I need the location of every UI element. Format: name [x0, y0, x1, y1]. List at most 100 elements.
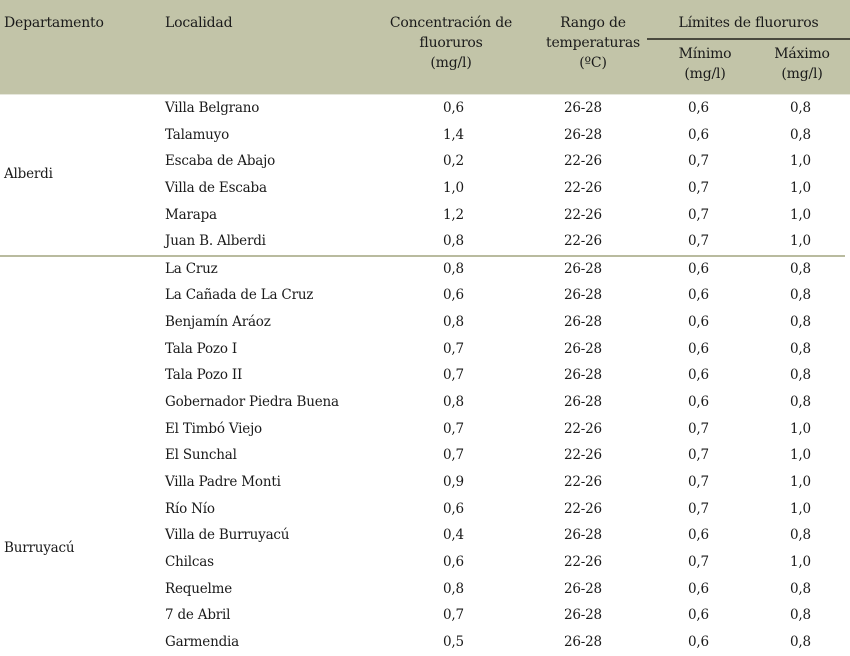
- header-group-underline: [647, 38, 850, 40]
- cell-minimo: 0,6: [688, 607, 709, 623]
- cell-temperatura: 26-28: [564, 634, 602, 650]
- header-rango-temperaturas: Rango de temperaturas (ºC): [546, 15, 640, 71]
- cell-minimo: 0,6: [688, 100, 709, 116]
- header-localidad: Localidad: [165, 15, 233, 31]
- cell-localidad: Villa de Burruyacú: [165, 527, 290, 543]
- cell-minimo: 0,6: [688, 634, 709, 650]
- cell-maximo: 1,0: [790, 180, 811, 196]
- cell-minimo: 0,7: [688, 447, 709, 463]
- table-row: Chilcas 0,6 22-26 0,7 1,0: [0, 549, 850, 576]
- cell-maximo: 0,8: [790, 341, 811, 357]
- cell-maximo: 1,0: [790, 153, 811, 169]
- cell-localidad: Requelme: [165, 581, 232, 597]
- cell-localidad: La Cruz: [165, 261, 218, 277]
- table-row: El Sunchal 0,7 22-26 0,7 1,0: [0, 442, 850, 469]
- cell-concentracion: 1,4: [443, 127, 464, 143]
- header-limites-fluoruros: Límites de fluoruros: [678, 15, 819, 31]
- cell-temperatura: 26-28: [564, 314, 602, 330]
- header-maximo: Máximo (mg/l): [774, 46, 830, 82]
- header-concentracion: Concentración de fluoruros (mg/l): [389, 15, 513, 71]
- cell-maximo: 1,0: [790, 474, 811, 490]
- table-row: Villa de Escaba 1,0 22-26 0,7 1,0: [0, 175, 850, 202]
- cell-concentracion: 0,2: [443, 153, 464, 169]
- table-row: Talamuyo 1,4 26-28 0,6 0,8: [0, 122, 850, 149]
- cell-minimo: 0,7: [688, 233, 709, 249]
- cell-maximo: 0,8: [790, 100, 811, 116]
- cell-minimo: 0,6: [688, 527, 709, 543]
- table-row: La Cruz 0,8 26-28 0,6 0,8: [0, 256, 850, 283]
- cell-temperatura: 26-28: [564, 607, 602, 623]
- cell-localidad: La Cañada de La Cruz: [165, 287, 314, 303]
- cell-temperatura: 22-26: [564, 501, 602, 517]
- cell-temperatura: 26-28: [564, 581, 602, 597]
- cell-localidad: Juan B. Alberdi: [165, 233, 266, 249]
- cell-temperatura: 26-28: [564, 527, 602, 543]
- cell-concentracion: 0,7: [443, 607, 464, 623]
- cell-concentracion: 0,8: [443, 581, 464, 597]
- cell-localidad: El Sunchal: [165, 447, 237, 463]
- cell-temperatura: 22-26: [564, 447, 602, 463]
- cell-minimo: 0,7: [688, 153, 709, 169]
- cell-temperatura: 22-26: [564, 554, 602, 570]
- cell-minimo: 0,7: [688, 180, 709, 196]
- cell-temperatura: 22-26: [564, 233, 602, 249]
- cell-localidad: Tala Pozo I: [165, 341, 237, 357]
- table-row: Juan B. Alberdi 0,8 22-26 0,7 1,0: [0, 228, 850, 255]
- cell-maximo: 0,8: [790, 314, 811, 330]
- cell-concentracion: 0,8: [443, 261, 464, 277]
- table-row: Garmendia 0,5 26-28 0,6 0,8: [0, 629, 850, 656]
- cell-localidad: Villa Padre Monti: [165, 474, 281, 490]
- cell-minimo: 0,6: [688, 314, 709, 330]
- table-row: Villa Padre Monti 0,9 22-26 0,7 1,0: [0, 469, 850, 496]
- cell-temperatura: 22-26: [564, 421, 602, 437]
- cell-concentracion: 0,7: [443, 367, 464, 383]
- cell-localidad: Chilcas: [165, 554, 214, 570]
- table-row: Requelme 0,8 26-28 0,6 0,8: [0, 576, 850, 603]
- cell-localidad: Escaba de Abajo: [165, 153, 276, 169]
- cell-maximo: 1,0: [790, 233, 811, 249]
- cell-minimo: 0,6: [688, 341, 709, 357]
- cell-temperatura: 26-28: [564, 100, 602, 116]
- table-row: Río Nío 0,6 22-26 0,7 1,0: [0, 496, 850, 523]
- cell-minimo: 0,7: [688, 501, 709, 517]
- cell-maximo: 0,8: [790, 394, 811, 410]
- cell-temperatura: 22-26: [564, 207, 602, 223]
- cell-minimo: 0,6: [688, 581, 709, 597]
- cell-maximo: 0,8: [790, 527, 811, 543]
- cell-minimo: 0,6: [688, 394, 709, 410]
- cell-localidad: Marapa: [165, 207, 217, 223]
- cell-minimo: 0,6: [688, 287, 709, 303]
- cell-maximo: 1,0: [790, 447, 811, 463]
- cell-localidad: Benjamín Aráoz: [165, 314, 271, 330]
- cell-concentracion: 0,7: [443, 447, 464, 463]
- cell-concentracion: 0,6: [443, 100, 464, 116]
- cell-temperatura: 22-26: [564, 153, 602, 169]
- header-departamento: Departamento: [4, 15, 104, 31]
- cell-temperatura: 22-26: [564, 474, 602, 490]
- header-bottom-rule: [0, 94, 850, 95]
- cell-minimo: 0,6: [688, 127, 709, 143]
- cell-localidad: Talamuyo: [165, 127, 230, 143]
- cell-concentracion: 0,4: [443, 527, 464, 543]
- group-separator: [0, 255, 845, 257]
- table-row: Tala Pozo I 0,7 26-28 0,6 0,8: [0, 336, 850, 363]
- table-row: Tala Pozo II 0,7 26-28 0,6 0,8: [0, 362, 850, 389]
- cell-localidad: El Timbó Viejo: [165, 421, 262, 437]
- table-row: Escaba de Abajo 0,2 22-26 0,7 1,0: [0, 148, 850, 175]
- cell-temperatura: 26-28: [564, 287, 602, 303]
- table-row: Villa de Burruyacú 0,4 26-28 0,6 0,8: [0, 522, 850, 549]
- header-minimo: Mínimo (mg/l): [678, 46, 732, 82]
- cell-concentracion: 0,6: [443, 501, 464, 517]
- table-row: Gobernador Piedra Buena 0,8 26-28 0,6 0,…: [0, 389, 850, 416]
- cell-maximo: 0,8: [790, 261, 811, 277]
- cell-minimo: 0,6: [688, 261, 709, 277]
- cell-localidad: Villa Belgrano: [165, 100, 260, 116]
- department-label-burruyacu: Burruyacú: [4, 540, 75, 556]
- cell-concentracion: 0,6: [443, 287, 464, 303]
- cell-temperatura: 26-28: [564, 341, 602, 357]
- cell-localidad: Tala Pozo II: [165, 367, 243, 383]
- cell-temperatura: 22-26: [564, 180, 602, 196]
- cell-maximo: 1,0: [790, 501, 811, 517]
- table-row: Villa Belgrano 0,6 26-28 0,6 0,8: [0, 95, 850, 122]
- table-header: Departamento Localidad Concentración de …: [0, 0, 850, 94]
